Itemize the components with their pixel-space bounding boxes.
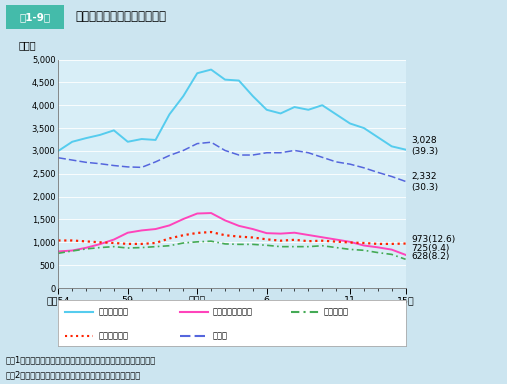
Text: 973(12.6): 973(12.6) bbox=[411, 235, 455, 244]
Text: 2　（　）内は，状態別死者数の構成率（％）である。: 2 （ ）内は，状態別死者数の構成率（％）である。 bbox=[6, 371, 141, 379]
Text: 第1-9図: 第1-9図 bbox=[20, 12, 51, 22]
Text: 3,028
(39.3): 3,028 (39.3) bbox=[411, 136, 438, 156]
Text: （人）: （人） bbox=[18, 40, 36, 50]
Text: 原付乗車中: 原付乗車中 bbox=[324, 307, 349, 316]
Text: 注　1　警察庁資料による。ただし，「その他」は省略している。: 注 1 警察庁資料による。ただし，「その他」は省略している。 bbox=[6, 355, 156, 364]
Text: 歩行中: 歩行中 bbox=[213, 331, 228, 340]
Text: 自動車乗車中: 自動車乗車中 bbox=[98, 307, 128, 316]
Text: 状態別交通事故死者数の推移: 状態別交通事故死者数の推移 bbox=[75, 10, 166, 23]
Text: 自転車乗用中: 自転車乗用中 bbox=[98, 331, 128, 340]
Text: 628(8.2): 628(8.2) bbox=[411, 252, 450, 260]
Text: 2,332
(30.3): 2,332 (30.3) bbox=[411, 172, 438, 192]
Text: 725(9.4): 725(9.4) bbox=[411, 244, 450, 253]
Text: 自動二輪車乗車中: 自動二輪車乗車中 bbox=[213, 307, 253, 316]
